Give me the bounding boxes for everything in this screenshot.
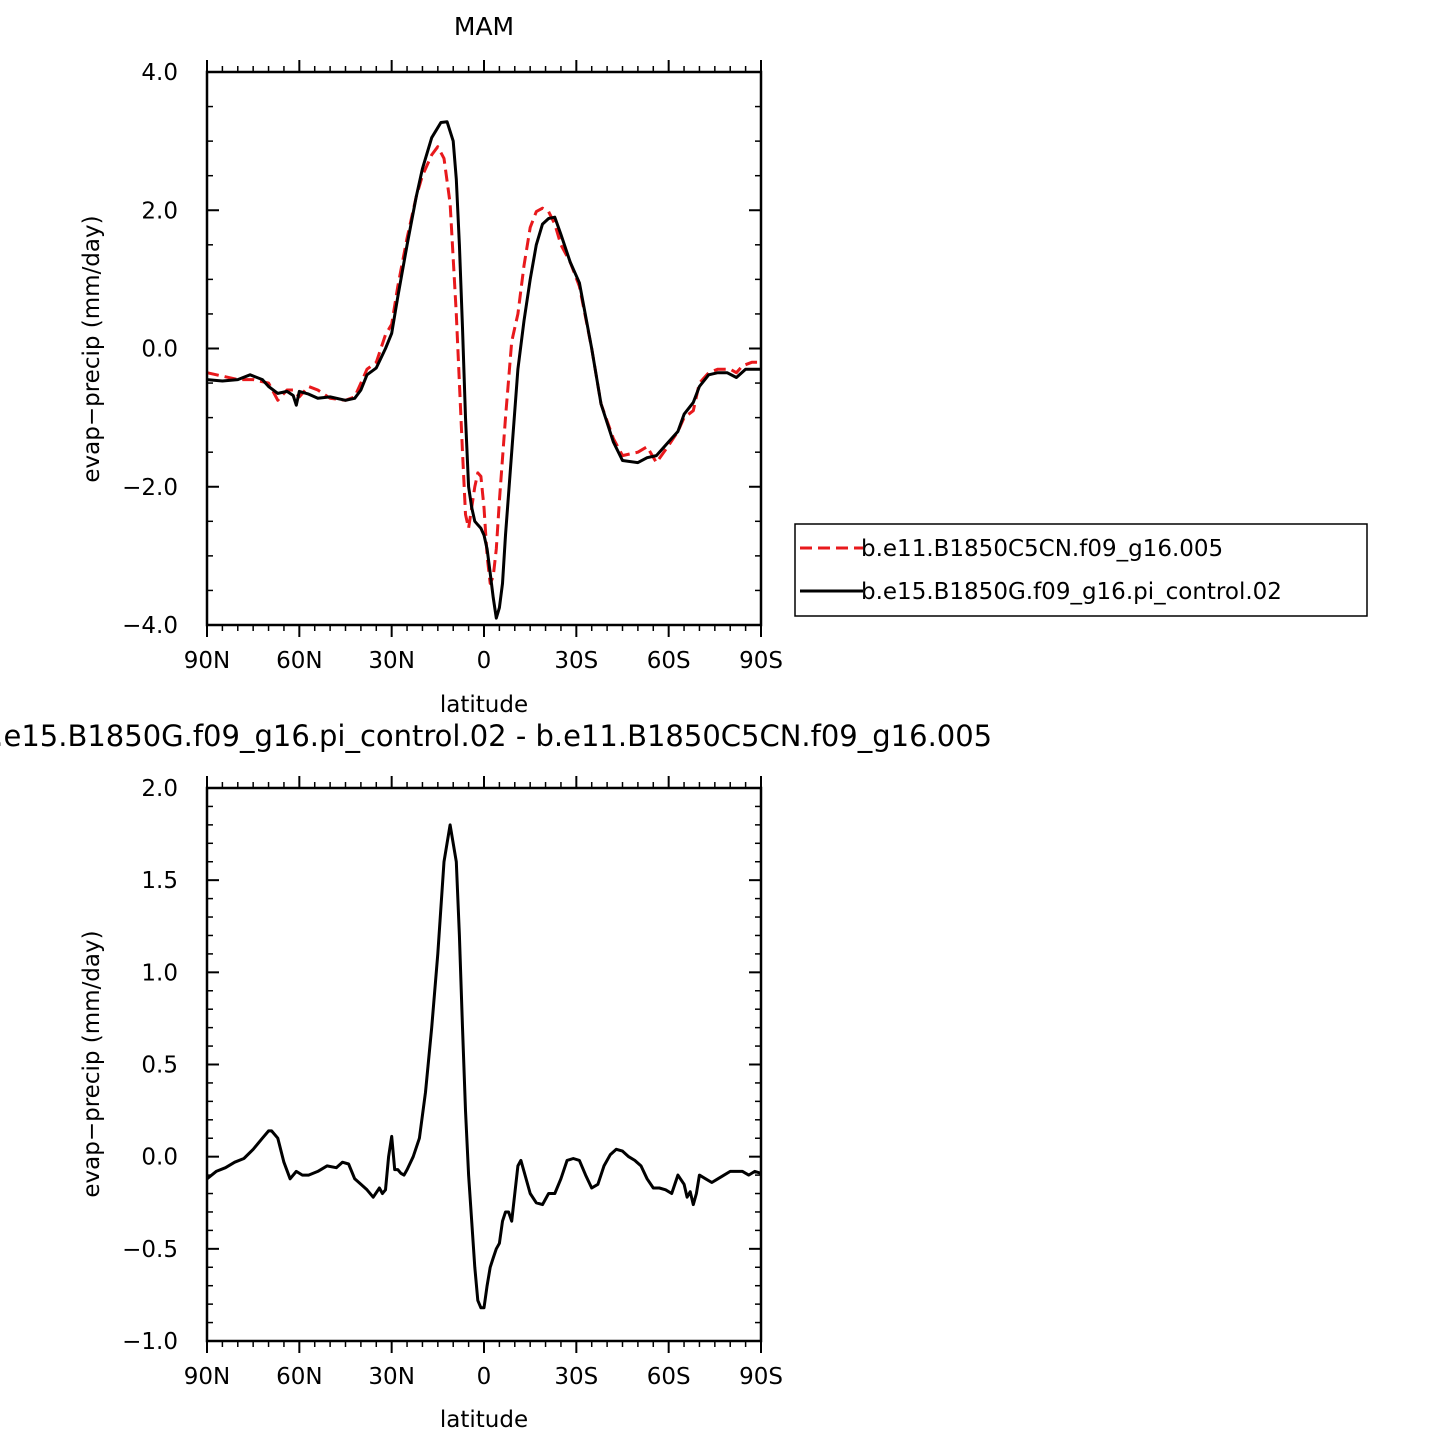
top-panel-lines xyxy=(206,120,761,620)
legend: b.e11.B1850C5CN.f09_g16.005 b.e15.B1850G… xyxy=(794,523,1368,617)
legend-label-2: b.e15.B1850G.f09_g16.pi_control.02 xyxy=(861,579,1282,605)
bottom-panel-lines xyxy=(206,823,762,1310)
top-panel: MAM 90N 60N 30N 0 30S 60S 90S −4.0 −2.0 0.0 2.0 4.0… xyxy=(79,12,783,718)
bottom-y-tick-label: 1.0 xyxy=(141,960,178,986)
top-plot-frame xyxy=(205,70,763,627)
top-series-line-2 xyxy=(206,120,761,620)
top-x-tick-label: 60S xyxy=(647,648,691,674)
top-x-tick-label: 30N xyxy=(368,648,414,674)
bottom-y-tick-label: 2.0 xyxy=(141,776,178,802)
bottom-y-tick-label: −1.0 xyxy=(122,1329,178,1355)
bottom-x-tick-label: 60S xyxy=(647,1364,691,1390)
top-y-axis-label: evap−precip (mm/day) xyxy=(79,215,105,482)
top-y-tick-label: 4.0 xyxy=(141,60,178,86)
bottom-series-line-1 xyxy=(206,823,762,1310)
top-panel-axes: 90N 60N 30N 0 30S 60S 90S −4.0 −2.0 0.0 2.0 4.0 xyxy=(122,60,783,674)
bottom-y-tick-label: −0.5 xyxy=(122,1237,178,1263)
bottom-x-tick-label: 30S xyxy=(554,1364,598,1390)
bottom-panel-title: b.e15.B1850G.f09_g16.pi_control.02 - b.e… xyxy=(0,719,992,753)
top-x-tick-label: 90N xyxy=(184,648,230,674)
bottom-x-tick-label: 90S xyxy=(739,1364,783,1390)
top-y-tick-label: −4.0 xyxy=(122,613,178,639)
bottom-y-tick-label: 1.5 xyxy=(141,868,178,894)
legend-box xyxy=(794,523,1368,617)
bottom-x-tick-label: 0 xyxy=(477,1364,492,1390)
top-x-tick-label: 60N xyxy=(276,648,322,674)
top-series-line-1 xyxy=(206,145,761,585)
top-x-tick-label: 30S xyxy=(554,648,598,674)
top-y-tick-label: 2.0 xyxy=(141,198,178,224)
top-x-tick-label: 0 xyxy=(477,648,492,674)
bottom-panel-axes: 90N 60N 30N 0 30S 60S 90S −1.0 −0.5 0.0 0.5 1.0 1.5 2… xyxy=(122,776,783,1390)
bottom-y-axis-label: evap−precip (mm/day) xyxy=(79,930,105,1197)
bottom-x-tick-label: 60N xyxy=(276,1364,322,1390)
bottom-panel: b.e15.B1850G.f09_g16.pi_control.02 - b.e… xyxy=(0,719,992,1433)
bottom-y-tick-label: 0.5 xyxy=(141,1053,178,1079)
bottom-plot-frame xyxy=(205,786,763,1343)
bottom-x-tick-label: 90N xyxy=(184,1364,230,1390)
top-x-axis-label: latitude xyxy=(440,692,528,718)
legend-label-1: b.e11.B1850C5CN.f09_g16.005 xyxy=(861,536,1223,562)
top-panel-title: MAM xyxy=(454,12,514,41)
top-y-tick-label: 0.0 xyxy=(141,337,178,363)
top-y-tick-label: −2.0 xyxy=(122,475,178,501)
bottom-x-tick-label: 30N xyxy=(368,1364,414,1390)
bottom-y-tick-label: 0.0 xyxy=(141,1145,178,1171)
top-x-tick-label: 90S xyxy=(739,648,783,674)
bottom-x-axis-label: latitude xyxy=(440,1407,528,1433)
